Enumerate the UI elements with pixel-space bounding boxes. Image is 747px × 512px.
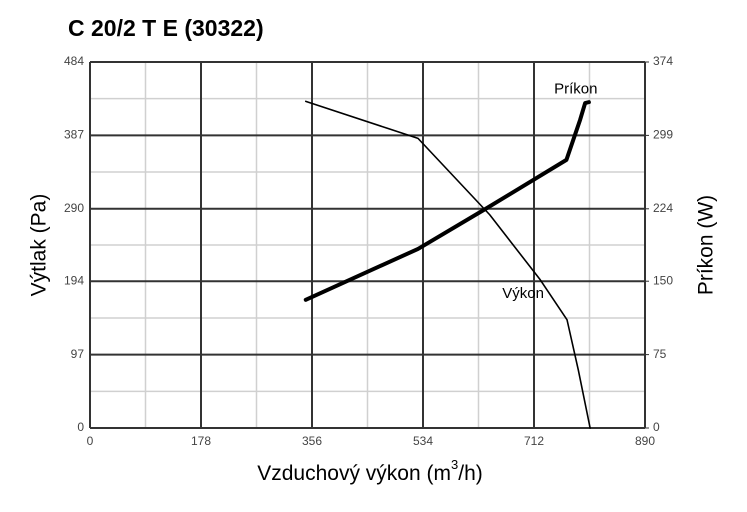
x-tick-label: 178 xyxy=(191,434,211,448)
y-tick-label: 484 xyxy=(64,54,84,68)
y2-tick-label: 299 xyxy=(653,128,673,142)
x-axis-label: Vzduchový výkon (m3/h) xyxy=(257,457,483,484)
y-tick-label: 387 xyxy=(64,128,84,142)
y2-tick-label: 0 xyxy=(653,420,660,434)
x-tick-label: 890 xyxy=(635,434,655,448)
data-line xyxy=(303,100,591,302)
y-axis-label: Výtlak (Pa) xyxy=(28,194,51,297)
x-label-part: /h) xyxy=(458,462,483,485)
y-tick-label: 290 xyxy=(64,201,84,215)
x-tick-label: 534 xyxy=(413,434,433,448)
y2-tick-label: 224 xyxy=(653,201,673,215)
x-label-sup: 3 xyxy=(451,457,458,472)
y2-axis-label: Príkon (W) xyxy=(695,195,718,295)
x-label-part: Vzduchový výkon (m xyxy=(257,462,451,485)
y-tick-label: 0 xyxy=(77,420,84,434)
x-tick-label: 712 xyxy=(524,434,544,448)
y2-tick-label: 374 xyxy=(653,54,673,68)
series-label: Príkon xyxy=(554,81,597,98)
chart-title: C 20/2 T E (30322) xyxy=(68,15,264,41)
y2-tick-label: 150 xyxy=(653,273,673,287)
x-tick-label: 356 xyxy=(302,434,322,448)
y-tick-label: 97 xyxy=(71,347,85,361)
data-line xyxy=(304,100,591,429)
y-tick-label: 194 xyxy=(64,273,84,287)
x-tick-label: 0 xyxy=(87,434,94,448)
y2-tick-label: 75 xyxy=(653,347,667,361)
series-label: Výkon xyxy=(502,285,544,302)
